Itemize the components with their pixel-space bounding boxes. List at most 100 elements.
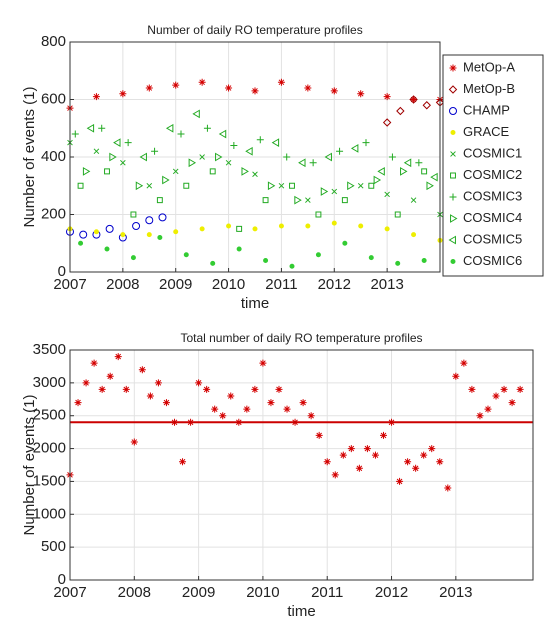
point xyxy=(371,451,379,459)
point xyxy=(305,197,311,203)
point xyxy=(236,246,242,252)
chart-title: Number of daily RO temperature profiles xyxy=(147,23,362,37)
point xyxy=(388,153,396,161)
x-tick-label: 2010 xyxy=(212,276,245,293)
point xyxy=(236,225,243,232)
point xyxy=(339,451,347,459)
point xyxy=(298,158,306,168)
point xyxy=(203,124,211,132)
legend-marker xyxy=(449,193,457,201)
point xyxy=(98,385,106,393)
x-axis-label: time xyxy=(241,295,269,312)
point xyxy=(330,87,338,95)
y-tick-label: 200 xyxy=(41,205,66,222)
y-tick-label: 1500 xyxy=(33,472,66,489)
legend-label: GRACE xyxy=(463,124,510,139)
point xyxy=(151,147,159,155)
point xyxy=(225,159,232,166)
point xyxy=(146,232,152,238)
point xyxy=(106,372,114,380)
point xyxy=(192,109,200,119)
x-tick-label: 2012 xyxy=(318,276,351,293)
x-tick-label: 2012 xyxy=(375,584,408,601)
point xyxy=(516,385,524,393)
point xyxy=(409,95,418,104)
point xyxy=(421,168,428,175)
point xyxy=(130,211,137,218)
legend-marker xyxy=(450,214,458,223)
point xyxy=(138,366,146,374)
legend-marker xyxy=(450,130,456,135)
point xyxy=(315,252,321,258)
point xyxy=(355,464,363,472)
point xyxy=(347,445,355,453)
point xyxy=(396,477,404,485)
point xyxy=(299,399,307,407)
point xyxy=(373,175,382,185)
point xyxy=(93,148,100,155)
point xyxy=(324,152,332,162)
point xyxy=(241,167,249,176)
y-tick-label: 600 xyxy=(41,90,66,107)
x-tick-label: 2013 xyxy=(439,584,472,601)
point xyxy=(98,124,106,132)
point xyxy=(177,130,185,138)
point xyxy=(119,90,127,98)
point xyxy=(120,232,126,238)
point xyxy=(256,136,264,144)
point xyxy=(92,93,100,101)
point xyxy=(277,78,285,86)
point xyxy=(198,78,206,86)
point xyxy=(227,392,235,400)
point xyxy=(90,359,98,367)
point xyxy=(109,152,117,162)
point xyxy=(315,431,323,439)
point xyxy=(154,379,162,387)
point xyxy=(384,226,390,232)
point xyxy=(368,255,374,261)
point xyxy=(411,232,417,238)
point xyxy=(283,153,291,161)
point xyxy=(130,255,136,261)
point xyxy=(93,229,99,235)
point xyxy=(444,484,452,492)
point xyxy=(357,182,364,189)
point xyxy=(342,240,348,246)
x-tick-label: 2013 xyxy=(370,276,403,293)
point xyxy=(77,182,84,189)
point xyxy=(71,130,79,138)
y-tick-label: 400 xyxy=(41,148,66,165)
point xyxy=(420,451,428,459)
point xyxy=(122,385,130,393)
point xyxy=(252,171,258,178)
point xyxy=(410,197,417,203)
point xyxy=(124,139,132,147)
point xyxy=(251,87,259,95)
point xyxy=(203,385,211,393)
point xyxy=(468,385,476,393)
point xyxy=(347,181,355,191)
point xyxy=(105,224,114,233)
point xyxy=(476,412,484,420)
point xyxy=(209,168,216,175)
chart-title: Total number of daily RO temperature pro… xyxy=(180,331,422,345)
legend-label: COSMIC3 xyxy=(463,188,522,203)
point xyxy=(226,223,232,229)
point xyxy=(114,353,122,361)
legend-marker xyxy=(449,64,457,72)
point xyxy=(428,445,436,453)
point xyxy=(86,123,95,133)
point xyxy=(362,139,370,147)
y-tick-label: 800 xyxy=(41,33,66,50)
legend-label: COSMIC1 xyxy=(463,145,522,160)
point xyxy=(215,152,223,162)
point xyxy=(146,182,153,189)
point xyxy=(436,458,444,466)
point xyxy=(341,197,348,204)
x-tick-label: 2011 xyxy=(311,584,343,601)
x-tick-label: 2008 xyxy=(118,584,151,601)
point xyxy=(492,392,500,400)
point xyxy=(336,147,344,155)
point xyxy=(404,458,412,466)
